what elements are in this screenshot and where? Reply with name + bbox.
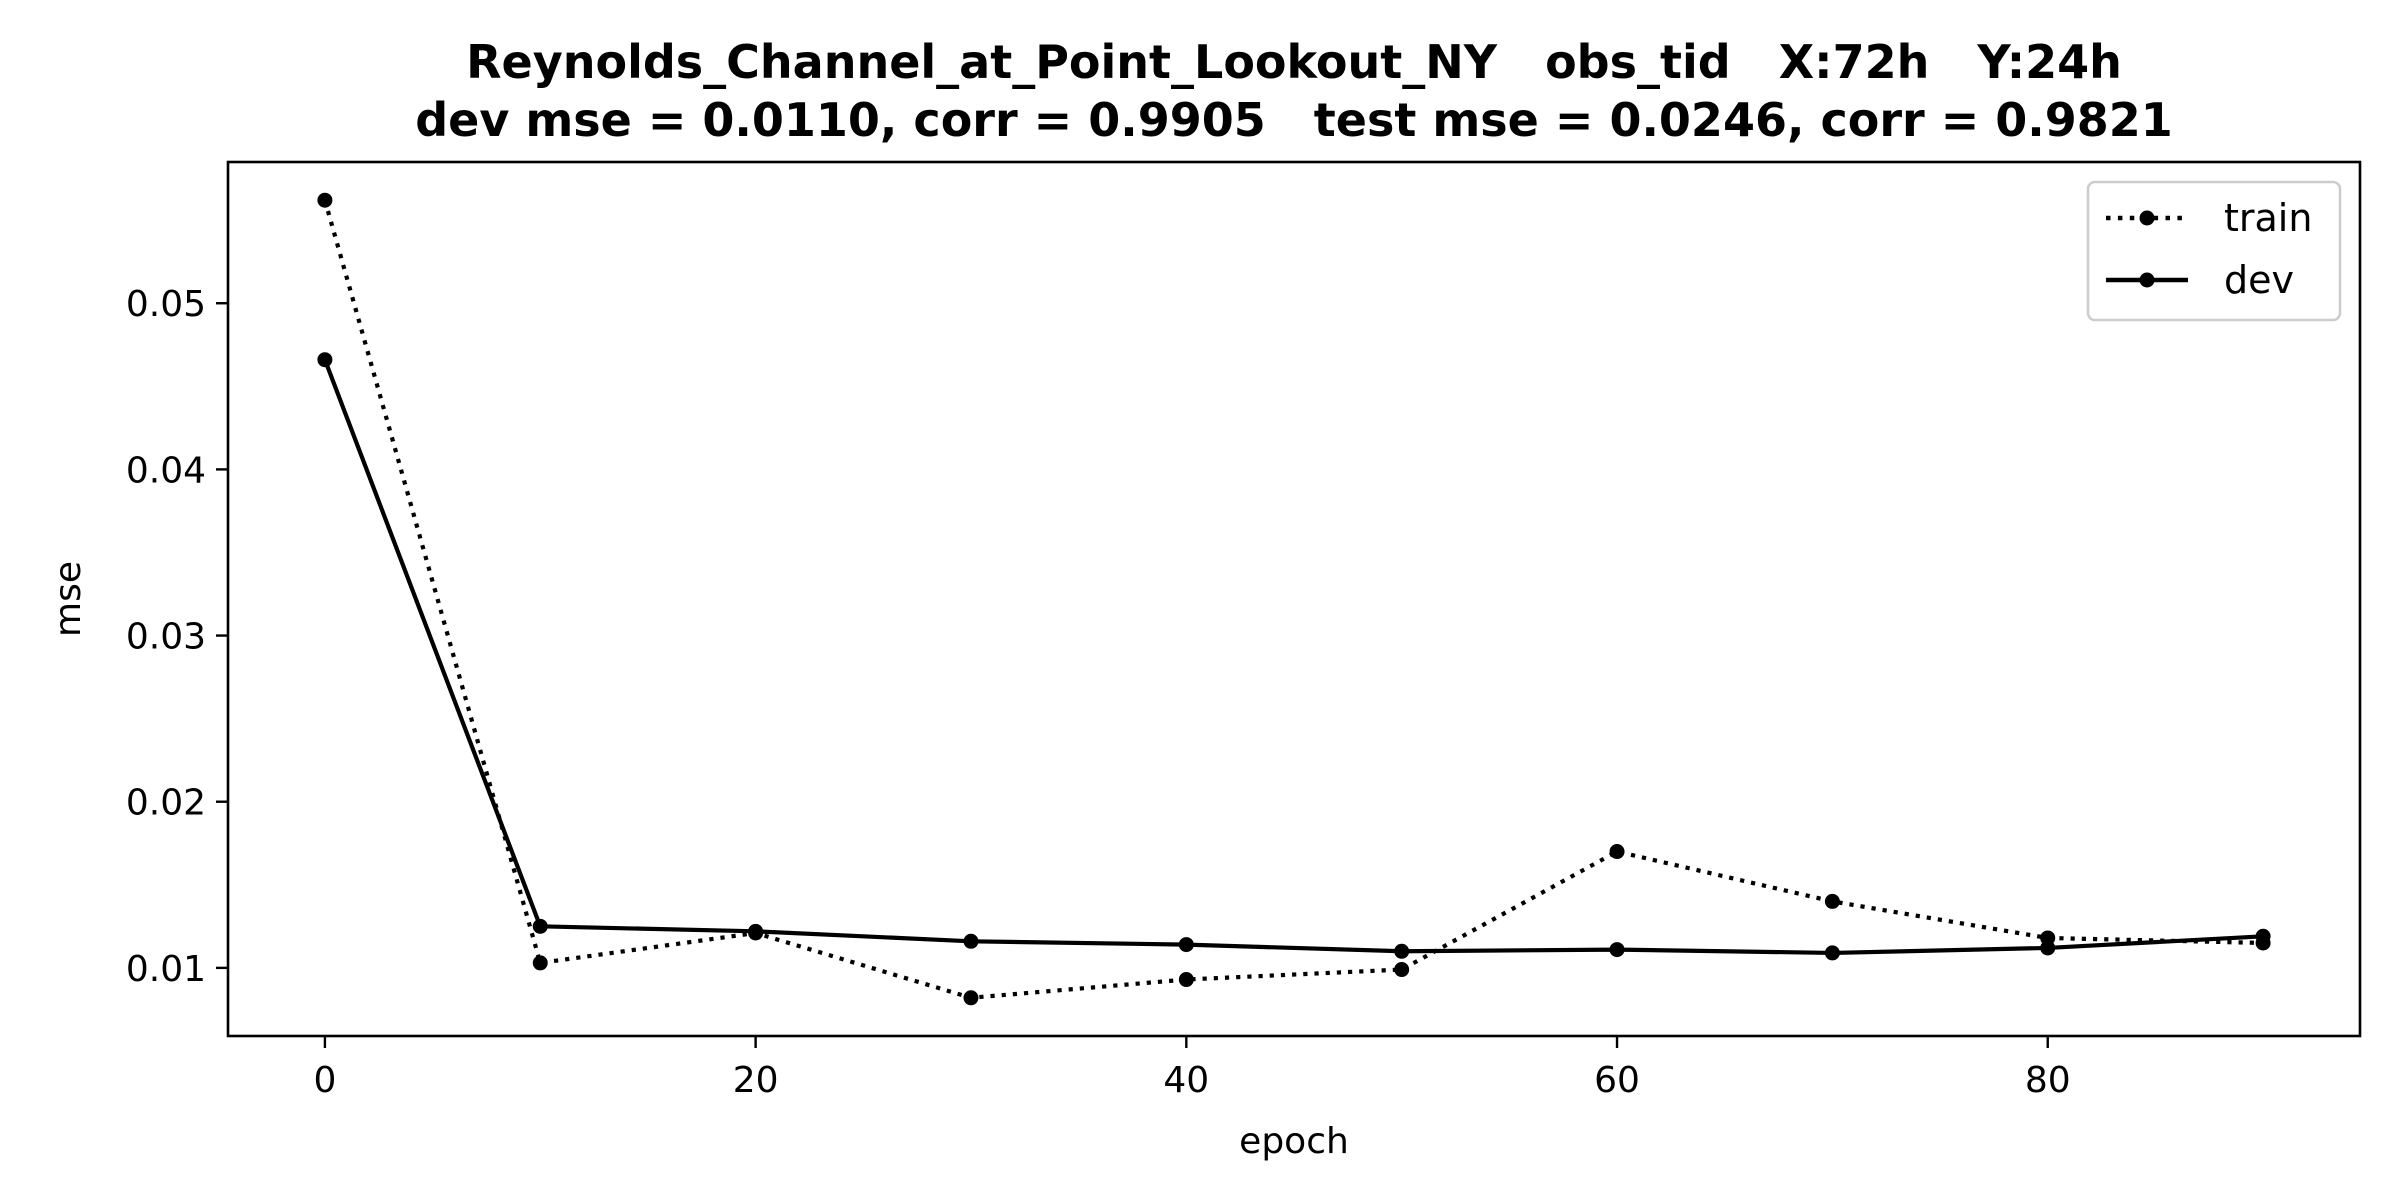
legend-dev-marker [2139,272,2155,288]
data-point-dev [532,918,548,934]
chart-title-line-1: Reynolds_Channel_at_Point_Lookout_NY obs… [466,35,2122,89]
axes-frame [226,160,2362,1038]
legend: train dev [2086,180,2342,322]
x-tick-label: 0 [313,1060,336,1101]
data-point-dev [1394,943,1410,959]
data-point-train [1609,844,1625,860]
data-point-dev [963,933,979,949]
series-line-dev [322,358,2264,956]
y-tick-label: 0.03 [126,617,206,658]
legend-train-marker [2139,210,2155,226]
series-line-train [322,199,2264,1000]
data-point-dev [1609,942,1625,958]
data-point-train [1394,962,1410,978]
legend-train-label: train [2224,196,2312,240]
y-axis-label: mse [48,561,89,637]
y-tick-label: 0.04 [126,450,206,491]
data-point-dev [2040,940,2056,956]
data-point-train [532,955,548,971]
plot-area [317,192,2271,1006]
x-tick-label: 20 [733,1060,779,1101]
x-tick-label: 40 [1163,1060,1209,1101]
y-tick-label: 0.02 [126,783,206,824]
data-point-dev [1178,937,1194,953]
data-point-dev [2255,928,2271,944]
data-point-dev [1824,945,1840,961]
data-point-dev [317,352,333,368]
x-tick-label: 80 [2025,1060,2071,1101]
y-tick-label: 0.01 [126,949,206,990]
data-point-train [1824,893,1840,909]
data-point-train [317,192,333,208]
legend-dev-label: dev [2224,258,2294,302]
data-point-train [963,990,979,1006]
x-tick-label: 60 [1594,1060,1640,1101]
data-point-dev [748,923,764,939]
axis-ticks: 0 20 40 60 80 0.01 0.02 0.03 0.04 0.05 [126,284,2071,1101]
data-point-train [1178,972,1194,988]
x-axis-label: epoch [1239,1121,1349,1162]
chart-title-line-2: dev mse = 0.0110, corr = 0.9905 test mse… [415,93,2173,147]
y-tick-label: 0.05 [126,284,206,325]
